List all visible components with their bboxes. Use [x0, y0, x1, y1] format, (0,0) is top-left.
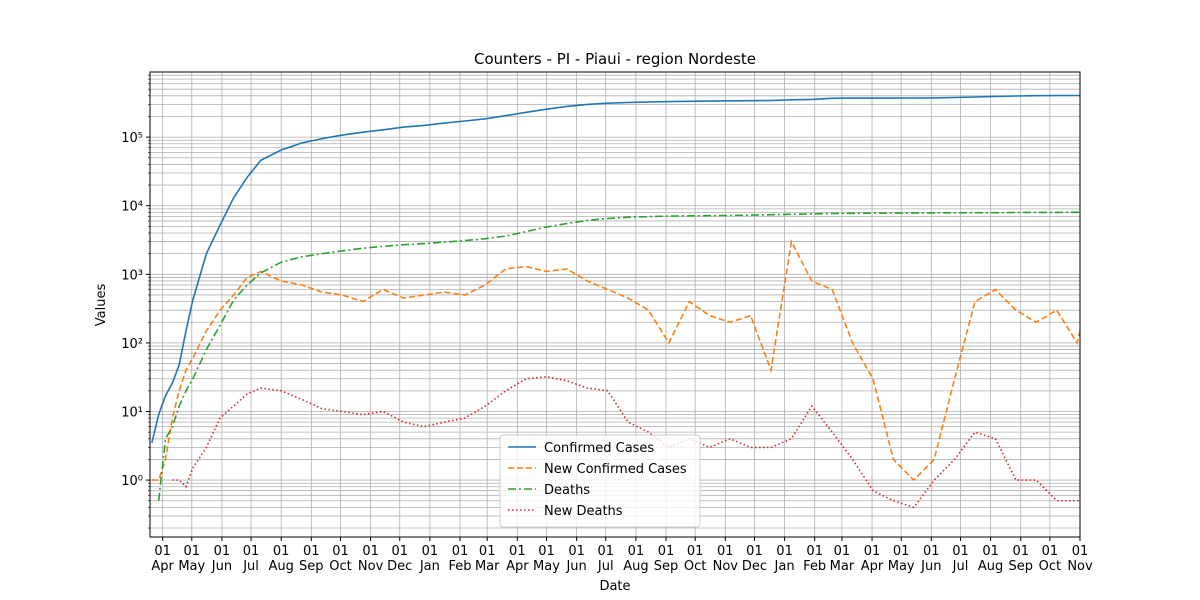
x-tick-label: 01 Mar — [475, 544, 500, 574]
y-tick-label: 10¹ — [121, 405, 143, 420]
legend-label: Confirmed Cases — [544, 441, 654, 456]
x-tick-label: 01 Dec — [742, 544, 767, 574]
x-tick-label: 01 Apr — [151, 544, 174, 574]
legend-label: New Confirmed Cases — [544, 462, 687, 477]
plot-frame — [149, 71, 1081, 538]
y-tick-label: 10⁵ — [121, 131, 143, 146]
legend-box — [499, 434, 701, 528]
x-tick-label: 01 Oct — [329, 544, 351, 574]
x-tick-label: 01 May — [178, 544, 205, 574]
y-tick-label: 10⁰ — [121, 474, 143, 489]
x-tick-label: 01 Apr — [506, 544, 529, 574]
x-tick-label: 01 Mar — [830, 544, 855, 574]
series-line — [151, 239, 1080, 482]
x-tick-label: 01 Jun — [565, 544, 586, 574]
x-tick-label: 01 Oct — [1039, 544, 1061, 574]
x-tick-label: 01 May — [888, 544, 915, 574]
x-tick-label: 01 Jul — [242, 544, 259, 574]
x-tick-label: 01 Aug — [978, 544, 1003, 574]
x-tick-label: 01 May — [533, 544, 560, 574]
y-tick-label: 10³ — [121, 268, 143, 283]
legend-label: New Deaths — [544, 504, 623, 519]
x-tick-label: 01 Nov — [1067, 544, 1093, 574]
x-tick-label: 01 Sep — [1008, 544, 1033, 574]
x-axis-label: Date — [599, 579, 630, 594]
x-tick-label: 01 Oct — [684, 544, 706, 574]
x-tick-label: 01 Jan — [419, 544, 440, 574]
x-tick-label: 01 Aug — [268, 544, 293, 574]
x-tick-label: 01 Aug — [623, 544, 648, 574]
x-tick-label: 01 Jan — [774, 544, 795, 574]
legend-label: Deaths — [544, 483, 590, 498]
x-tick-label: 01 Jul — [597, 544, 614, 574]
y-tick-label: 10⁴ — [121, 200, 143, 215]
x-tick-label: 01 Feb — [448, 544, 471, 574]
x-tick-label: 01 Apr — [861, 544, 884, 574]
x-tick-label: 01 Dec — [387, 544, 412, 574]
y-axis-label: Values — [94, 284, 109, 327]
chart-title: Counters - PI - Piaui - region Nordeste — [474, 50, 756, 68]
x-tick-label: 01 Jul — [952, 544, 969, 574]
x-tick-label: 01 Jun — [211, 544, 232, 574]
plot-area — [151, 94, 1080, 509]
legend: Confirmed Cases New Confirmed Cases Deaths… — [499, 434, 701, 528]
y-tick-label: 10² — [121, 337, 143, 352]
x-tick-label: 01 Nov — [358, 544, 384, 574]
x-tick-label: 01 Nov — [713, 544, 739, 574]
series-line — [151, 94, 1080, 443]
x-tick-label: 01 Sep — [654, 544, 679, 574]
x-tick-label: 01 Feb — [803, 544, 826, 574]
series-line — [157, 211, 1080, 501]
x-tick-label: 01 Jun — [920, 544, 941, 574]
x-tick-label: 01 Sep — [299, 544, 324, 574]
